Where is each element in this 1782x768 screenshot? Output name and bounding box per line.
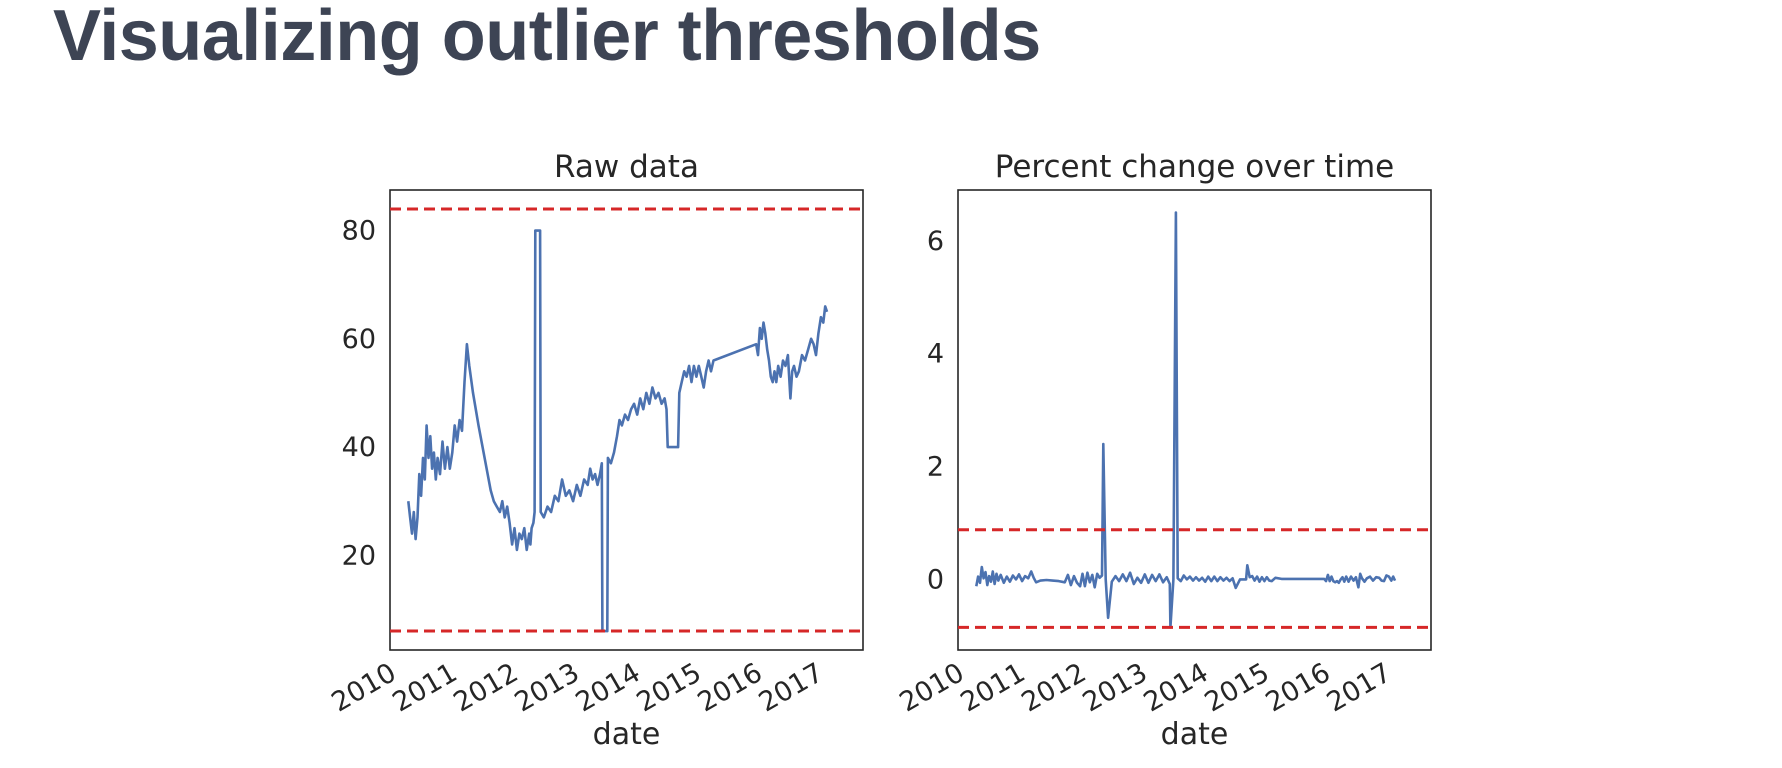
x-tick-label: 2017 — [754, 657, 829, 718]
x-tick-label: 2015 — [632, 657, 707, 718]
y-tick-label: 4 — [927, 339, 944, 370]
y-tick-label: 80 — [342, 216, 376, 247]
plot-frame — [957, 189, 1432, 651]
x-tick-label: 2011 — [388, 657, 463, 718]
x-tick-label: 2013 — [1078, 657, 1153, 718]
plot-frame — [389, 189, 864, 651]
y-tick-label: 0 — [927, 564, 944, 595]
x-axis-label: date — [1161, 717, 1229, 752]
x-tick-label: 2014 — [571, 657, 646, 718]
y-tick-label: 20 — [342, 540, 376, 571]
x-tick-label: 2012 — [1017, 657, 1092, 718]
y-tick-label: 6 — [927, 226, 944, 257]
x-tick-label: 2014 — [1139, 657, 1214, 718]
slide-title: Visualizing outlier thresholds — [53, 0, 1041, 76]
y-tick-label: 2 — [927, 452, 944, 483]
y-tick-label: 40 — [342, 432, 376, 463]
series-line — [975, 211, 1397, 629]
x-tick-label: 2012 — [449, 657, 524, 718]
x-axis-label: date — [593, 717, 661, 752]
x-tick-label: 2017 — [1322, 657, 1397, 718]
chart-title: Raw data — [554, 149, 699, 185]
x-tick-label: 2010 — [326, 657, 401, 718]
chart-panel-2: Percent change over time 0 2 4 6 201020112012… — [894, 149, 1432, 752]
chart-panel-1: Raw data 20 40 60 80 201020112012201320142015… — [326, 149, 864, 752]
series-line — [407, 229, 829, 633]
y-tick-label: 60 — [342, 324, 376, 355]
x-tick-label: 2011 — [956, 657, 1031, 718]
x-tick-label: 2016 — [1261, 657, 1336, 718]
x-tick-label: 2013 — [510, 657, 585, 718]
x-tick-label: 2016 — [693, 657, 768, 718]
chart-title: Percent change over time — [995, 149, 1394, 185]
x-tick-label: 2015 — [1200, 657, 1275, 718]
x-tick-label: 2010 — [894, 657, 969, 718]
